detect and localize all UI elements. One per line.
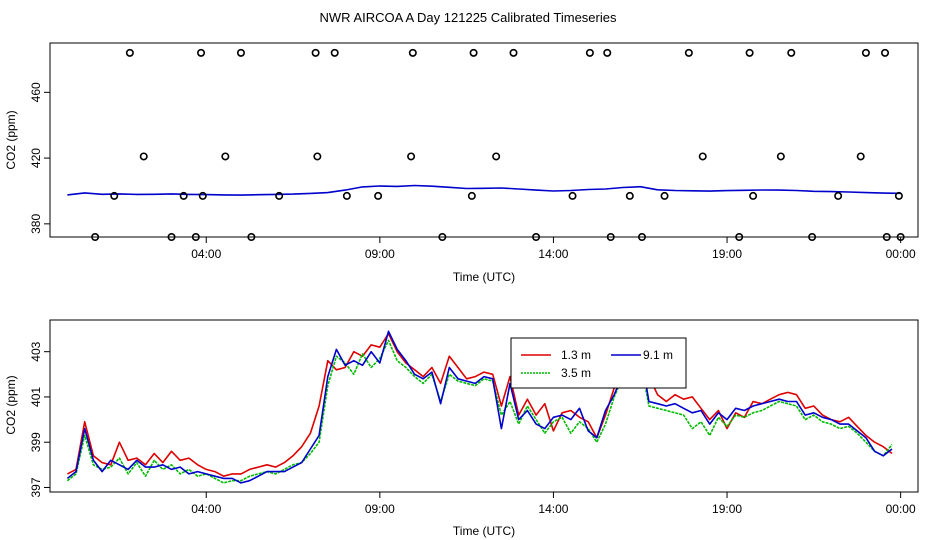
calibration-point xyxy=(91,233,100,242)
calibration-point xyxy=(221,152,230,161)
calibration-point xyxy=(749,191,758,200)
calibration-point xyxy=(625,191,634,200)
top-calibration-points xyxy=(91,48,905,242)
calibration-point xyxy=(313,152,322,161)
calibration-point xyxy=(637,233,646,242)
bottom-x-ticks: 04:00 09:00 14:00 19:00 00:00 xyxy=(191,492,916,516)
calibration-point xyxy=(408,48,417,57)
calibration-point xyxy=(197,48,206,57)
calibration-point xyxy=(247,233,256,242)
top-x-ticks: 04:00 09:00 14:00 19:00 00:00 xyxy=(191,237,916,261)
top-xlabel: Time (UTC) xyxy=(453,270,515,284)
calibration-point xyxy=(787,48,796,57)
calibration-point xyxy=(606,233,615,242)
calibration-point xyxy=(684,48,693,57)
bottom-series-line-35m xyxy=(66,339,893,484)
bottom-x-tick-label: 14:00 xyxy=(538,502,568,516)
bottom-x-tick-label: 09:00 xyxy=(365,502,395,516)
bottom-plot-frame xyxy=(49,319,919,493)
calibration-point xyxy=(330,48,339,57)
calibration-point xyxy=(745,48,754,57)
bottom-y-tick-label: 399 xyxy=(29,432,43,452)
bottom-x-tick-label: 19:00 xyxy=(712,502,742,516)
bottom-x-tick-label: 04:00 xyxy=(191,502,221,516)
calibration-point xyxy=(275,191,284,200)
bottom-y-tick-label: 403 xyxy=(29,341,43,361)
calibration-point xyxy=(882,233,891,242)
legend-label-1: 1.3 m xyxy=(561,348,591,362)
calibration-point xyxy=(894,191,903,200)
calibration-point xyxy=(603,48,612,57)
bottom-y-tick-label: 397 xyxy=(29,477,43,497)
bottom-x-tick-label: 00:00 xyxy=(886,502,916,516)
top-panel: Time (UTC) CO2 (ppm) 04:00 09:00 14:00 19:0… xyxy=(4,42,919,284)
top-y-ticks: 380 420 460 xyxy=(29,82,50,234)
top-series-line-1 xyxy=(67,184,901,196)
calibration-point xyxy=(532,233,541,242)
bottom-y-tick-label: 401 xyxy=(29,387,43,407)
calibration-point xyxy=(585,48,594,57)
top-y-tick-label: 420 xyxy=(29,148,43,168)
legend: 1.3 m 3.5 m 9.1 m xyxy=(510,337,687,389)
calibration-point xyxy=(374,191,383,200)
top-x-tick-label: 19:00 xyxy=(712,247,742,261)
calibration-point xyxy=(438,233,447,242)
legend-box xyxy=(510,337,687,389)
calibration-point xyxy=(342,191,351,200)
calibration-point xyxy=(139,152,148,161)
top-x-tick-label: 04:00 xyxy=(191,247,221,261)
calibration-point xyxy=(125,48,134,57)
top-ylabel: CO2 (ppm) xyxy=(4,110,18,169)
calibration-point xyxy=(834,191,843,200)
calibration-point xyxy=(568,191,577,200)
bottom-series-line-91m xyxy=(66,330,893,484)
calibration-point xyxy=(110,191,119,200)
top-y-tick-label: 380 xyxy=(29,214,43,234)
bottom-y-ticks: 397 399 401 403 xyxy=(29,341,50,497)
calibration-point xyxy=(776,152,785,161)
calibration-point xyxy=(856,152,865,161)
top-series-group xyxy=(67,184,901,196)
legend-label-2: 3.5 m xyxy=(561,366,591,380)
calibration-point xyxy=(198,191,207,200)
calibration-point xyxy=(698,152,707,161)
bottom-ylabel: CO2 (ppm) xyxy=(4,375,18,434)
legend-label-3: 9.1 m xyxy=(643,348,673,362)
bottom-xlabel: Time (UTC) xyxy=(453,524,515,538)
calibration-point xyxy=(179,191,188,200)
bottom-panel: Time (UTC) CO2 (ppm) 04:00 09:00 14:00 19:0… xyxy=(4,319,919,538)
calibration-point xyxy=(492,152,501,161)
page-title: NWR AIRCOA A Day 121225 Calibrated Times… xyxy=(320,10,617,25)
calibration-point xyxy=(735,233,744,242)
calibration-point xyxy=(660,191,669,200)
calibration-point xyxy=(469,48,478,57)
calibration-point xyxy=(896,233,905,242)
calibration-point xyxy=(191,233,200,242)
bottom-series-group xyxy=(66,330,893,484)
bottom-series-line-13m xyxy=(67,332,893,478)
calibration-point xyxy=(467,191,476,200)
top-plot-frame xyxy=(49,42,919,238)
calibration-point xyxy=(236,48,245,57)
top-y-tick-label: 460 xyxy=(29,82,43,102)
calibration-point xyxy=(808,233,817,242)
calibration-point xyxy=(167,233,176,242)
calibration-point xyxy=(861,48,870,57)
calibration-point xyxy=(881,48,890,57)
calibration-point xyxy=(311,48,320,57)
calibration-point xyxy=(509,48,518,57)
top-x-tick-label: 14:00 xyxy=(538,247,568,261)
top-x-tick-label: 00:00 xyxy=(886,247,916,261)
top-x-tick-label: 09:00 xyxy=(365,247,395,261)
calibration-point xyxy=(407,152,416,161)
